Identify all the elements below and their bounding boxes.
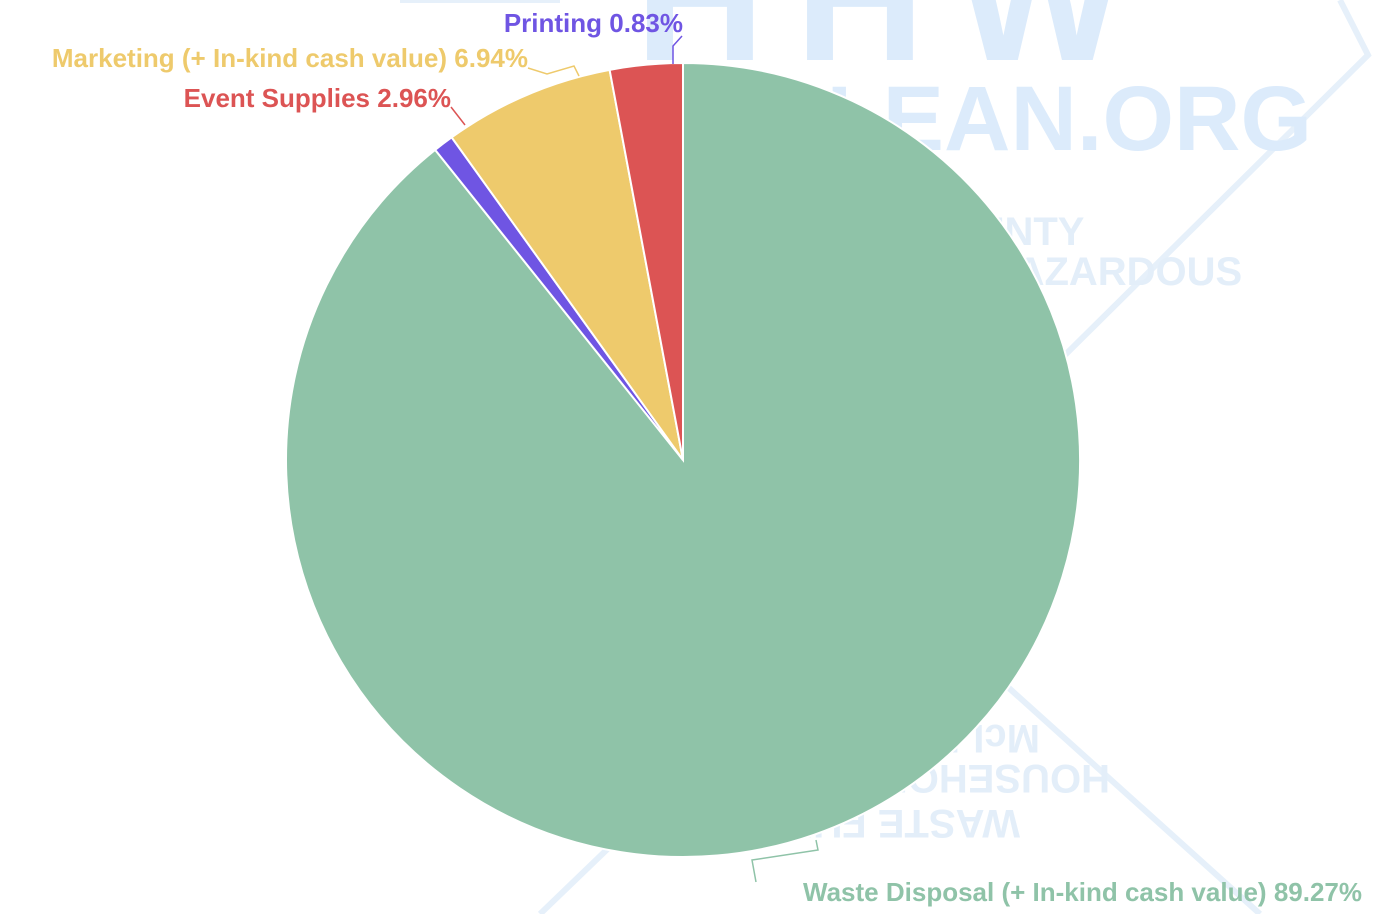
- label-name-marketing: Marketing (+ In-kind cash value): [52, 43, 447, 73]
- label-name-printing: Printing: [504, 8, 602, 38]
- slice-marketing[interactable]: [450, 68, 684, 461]
- slice-event-supplies[interactable]: [608, 61, 684, 461]
- leader-line-waste-disposal: [751, 839, 819, 883]
- label-marketing: Marketing (+ In-kind cash value) 6.94%: [52, 43, 528, 73]
- label-pct-marketing: 6.94%: [454, 43, 528, 73]
- pie-slices: [285, 61, 1081, 858]
- slice-labels: Waste Disposal (+ In-kind cash value) 89…: [52, 8, 1362, 907]
- label-pct-event-supplies: 2.96%: [377, 83, 451, 113]
- label-waste-disposal: Waste Disposal (+ In-kind cash value) 89…: [803, 877, 1362, 907]
- label-name-waste-disposal: Waste Disposal (+ In-kind cash value): [803, 877, 1267, 907]
- leader-line-printing: [672, 35, 683, 64]
- label-pct-waste-disposal: 89.27%: [1274, 877, 1362, 907]
- label-printing: Printing 0.83%: [504, 8, 683, 38]
- leader-lines: [450, 35, 819, 883]
- label-event-supplies: Event Supplies 2.96%: [184, 83, 451, 113]
- watermark-diamond-right: [1057, 0, 1372, 363]
- leader-line-marketing: [527, 65, 580, 77]
- label-pct-printing: 0.83%: [609, 8, 683, 38]
- leader-line-event-supplies: [450, 106, 466, 126]
- label-name-event-supplies: Event Supplies: [184, 83, 370, 113]
